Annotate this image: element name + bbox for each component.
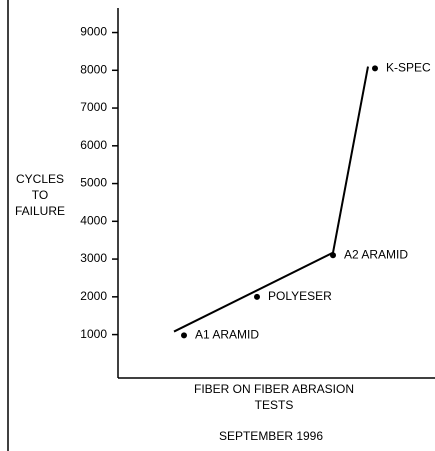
y-tick-label: 9000 <box>80 25 107 39</box>
y-tick-label: 5000 <box>80 176 107 190</box>
point <box>181 332 187 339</box>
x-label: TESTS <box>255 398 294 412</box>
y-tick-label: 7000 <box>80 100 107 114</box>
point <box>330 252 336 259</box>
y-label: CYCLES <box>16 172 64 186</box>
y-tick-label: 6000 <box>80 138 107 152</box>
point-label: K-SPEC <box>386 61 431 75</box>
point-label: POLYESER <box>268 289 332 303</box>
point-label: A1 ARAMID <box>195 328 259 342</box>
y-tick-label: 2000 <box>80 289 107 303</box>
point <box>372 65 378 72</box>
subtitle: SEPTEMBER 1996 <box>219 429 323 443</box>
y-label: FAILURE <box>15 204 65 218</box>
y-label: TO <box>32 188 48 202</box>
y-tick-label: 8000 <box>80 62 107 76</box>
point <box>254 293 260 300</box>
y-tick-label: 4000 <box>80 213 107 227</box>
x-label: FIBER ON FIBER ABRASION <box>194 382 354 396</box>
y-tick-label: 1000 <box>80 327 107 341</box>
y-tick-label: 3000 <box>80 251 107 265</box>
point-label: A2 ARAMID <box>344 247 408 261</box>
